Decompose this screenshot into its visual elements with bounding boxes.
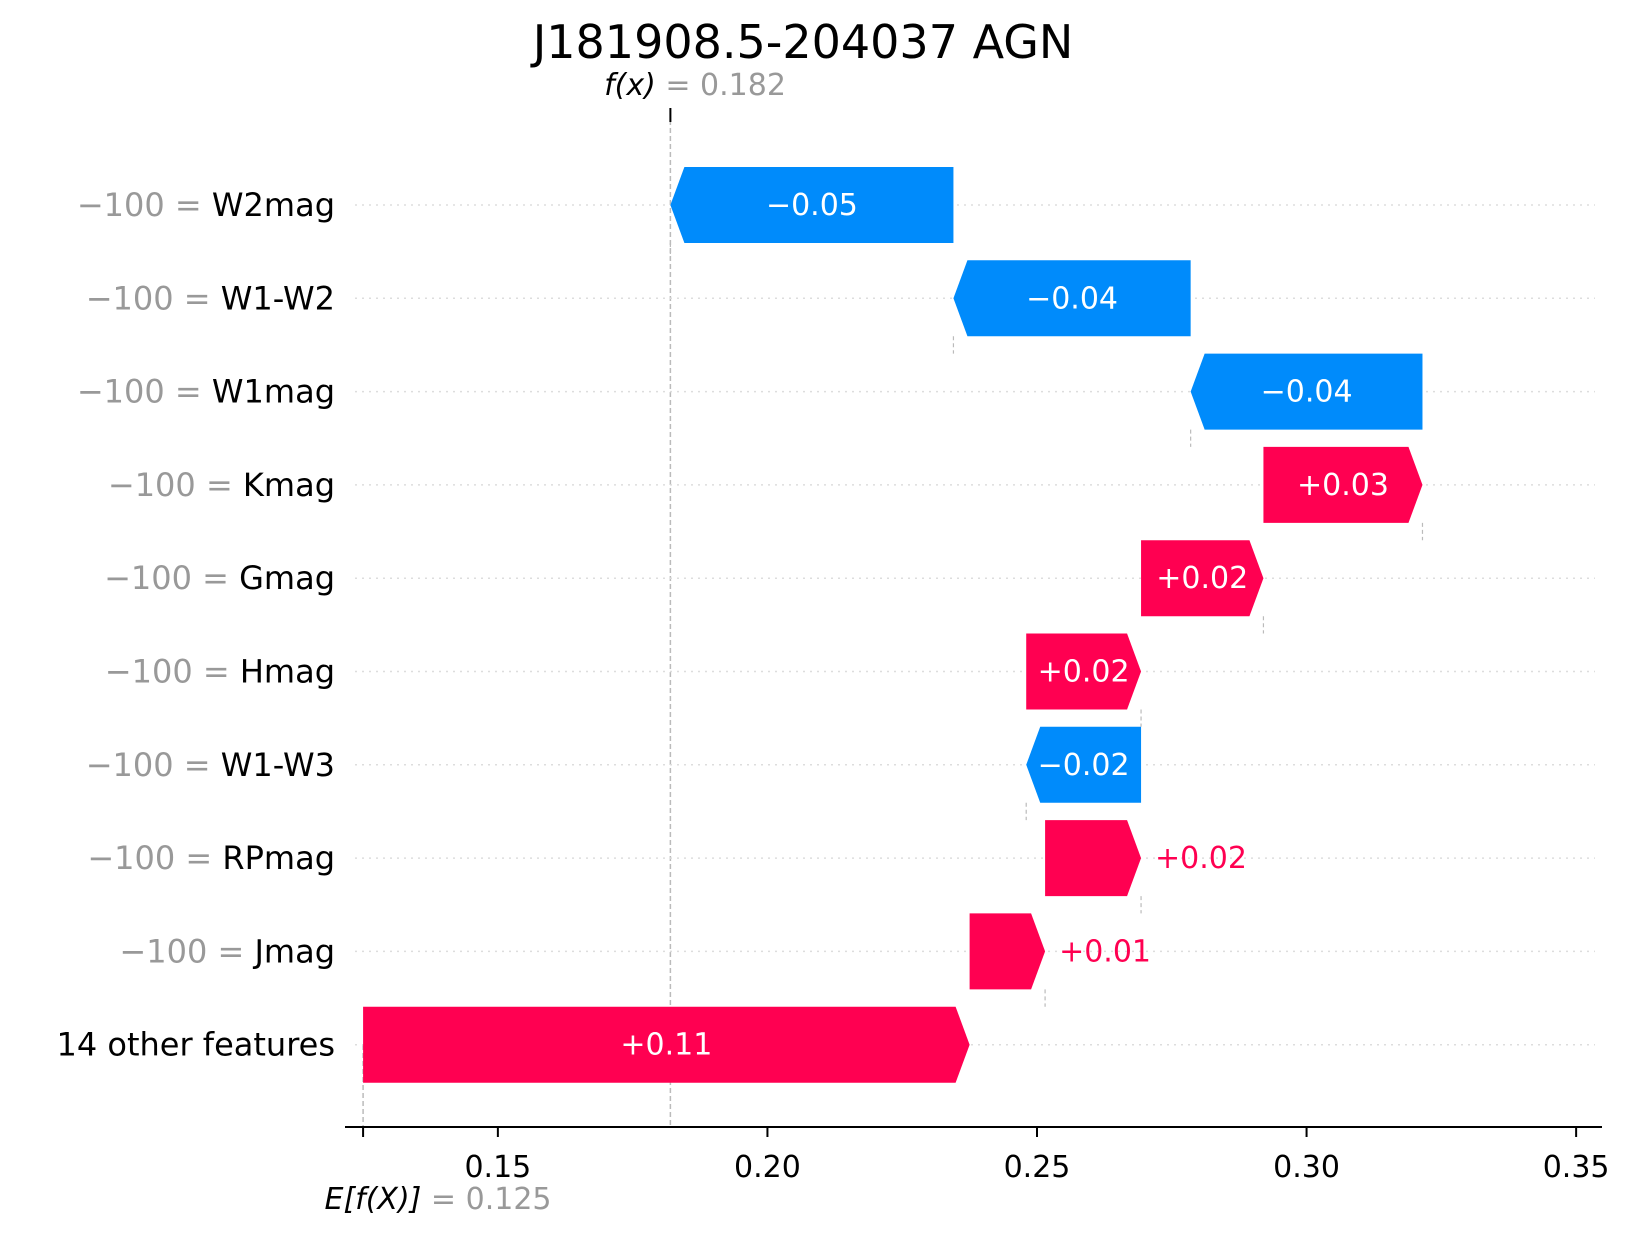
base-value-label: E[f(X)] = 0.125 (325, 1182, 552, 1217)
bar-value-label: +0.03 (1297, 468, 1389, 503)
chart-title: J181908.5-204037 AGN (530, 15, 1074, 69)
feature-name: W1-W2 (221, 279, 335, 317)
fx-value: 0.182 (700, 68, 786, 103)
fx-label: f(x) = 0.182 (604, 68, 786, 103)
bar-value-label: +0.11 (620, 1028, 712, 1063)
waterfall-bar (969, 913, 1046, 990)
feature-name: W1-W3 (221, 746, 335, 784)
feature-value: −100 = (104, 559, 239, 597)
feature-label: −100 = Jmag (119, 932, 335, 970)
feature-name: Jmag (252, 932, 335, 970)
feature-value: −100 = (86, 279, 221, 317)
bars (363, 167, 1424, 1083)
x-tick-label: 0.15 (464, 1150, 531, 1185)
feature-value: −100 = (119, 932, 254, 970)
feature-label: −100 = W2mag (77, 186, 335, 224)
feature-label: 14 other features (56, 1026, 335, 1064)
feature-label: −100 = Kmag (108, 466, 335, 504)
waterfall-bar (1045, 820, 1142, 897)
feature-name: Hmag (240, 653, 335, 691)
waterfall-bar (1263, 446, 1423, 523)
fx-symbol: f(x) (604, 68, 656, 103)
bar-value-label: −0.04 (1026, 281, 1118, 316)
feature-value: −100 = (77, 186, 212, 224)
feature-name: W2mag (212, 186, 335, 224)
feature-value: −100 = (77, 373, 212, 411)
bar-value-label: −0.04 (1261, 375, 1353, 410)
feature-value: −100 = (87, 839, 222, 877)
base-eq: = (421, 1182, 465, 1217)
fx-eq: = (656, 68, 700, 103)
feature-name: Gmag (239, 559, 335, 597)
bar-value-label: +0.01 (1059, 934, 1151, 969)
x-tick-label: 0.20 (734, 1150, 801, 1185)
waterfall-bar (363, 1006, 970, 1083)
feature-label: −100 = W1-W3 (86, 746, 335, 784)
waterfall-bar (1026, 633, 1142, 710)
feature-value: −100 = (108, 466, 243, 504)
waterfall-bar (1141, 540, 1264, 617)
feature-label: −100 = Gmag (104, 559, 335, 597)
bar-value-label: +0.02 (1155, 841, 1247, 876)
base-symbol: E[f(X)] (325, 1182, 422, 1217)
waterfall-bar (1026, 726, 1142, 803)
base-value: 0.125 (466, 1182, 552, 1217)
x-axis: 0.15 0.20 0.25 0.30 0.35 (345, 1126, 1610, 1185)
bar-value-label: −0.05 (766, 188, 858, 223)
bar-value-label: +0.02 (1156, 561, 1248, 596)
grid-lines (355, 108, 1595, 1127)
feature-name: RPmag (222, 839, 335, 877)
feature-name: 14 other features (56, 1026, 335, 1064)
feature-name: Kmag (243, 466, 335, 504)
x-tick-label: 0.25 (1004, 1150, 1071, 1185)
feature-labels: −0.05 −100 = W2mag −0.04 −100 = W1-W2 −0.04 −… (56, 186, 1388, 1064)
x-tick-label: 0.30 (1273, 1150, 1340, 1185)
feature-label: −100 = W1mag (77, 373, 335, 411)
feature-name: W1mag (212, 373, 335, 411)
feature-label: −100 = RPmag (87, 839, 335, 877)
waterfall-bar (1190, 353, 1423, 430)
feature-label: −100 = Hmag (105, 653, 335, 691)
feature-value: −100 = (86, 746, 221, 784)
bar-value-label: −0.02 (1038, 748, 1130, 783)
x-tick-label: 0.35 (1543, 1150, 1610, 1185)
bar-value-label: +0.02 (1038, 655, 1130, 690)
waterfall-bar (953, 260, 1191, 337)
waterfall-bar (670, 167, 954, 243)
feature-label: −100 = W1-W2 (86, 279, 335, 317)
feature-value: −100 = (105, 653, 240, 691)
